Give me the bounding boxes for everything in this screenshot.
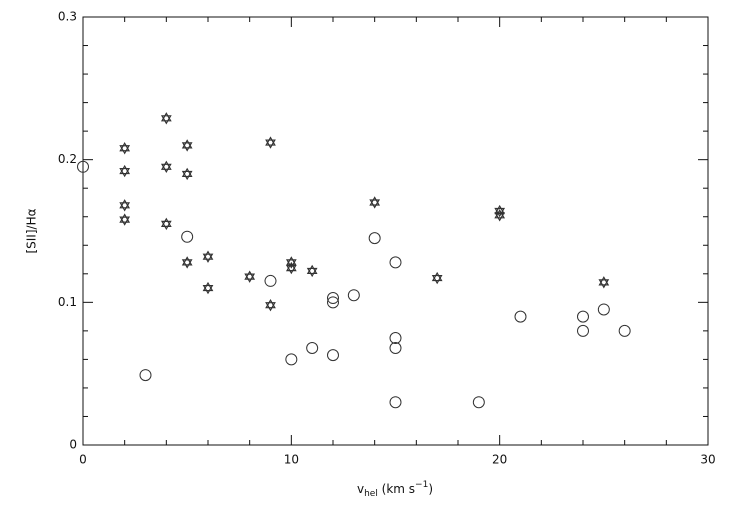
star-point	[181, 259, 193, 269]
circle-point	[264, 274, 277, 287]
star-point	[181, 142, 193, 152]
x-label-part: )	[428, 482, 433, 496]
circle-point	[577, 310, 589, 323]
star-point	[160, 220, 172, 231]
star-point	[160, 217, 172, 227]
y-tick-label: 0	[69, 438, 77, 452]
star-point	[494, 204, 506, 215]
star-point	[119, 202, 131, 212]
star-point	[285, 259, 297, 269]
circle-point	[472, 396, 485, 409]
star-point	[119, 145, 131, 155]
star-point	[265, 139, 276, 149]
star-point	[265, 298, 276, 309]
y-axis-label: [SII]/Hα	[25, 208, 39, 253]
star-point	[494, 212, 506, 222]
star-point	[119, 216, 131, 226]
circle-point	[181, 230, 194, 243]
star-point	[119, 167, 131, 178]
star-point	[119, 142, 131, 152]
circle-point	[618, 324, 631, 337]
plot-frame	[82, 16, 709, 446]
circle-point	[597, 303, 610, 316]
circle-point	[389, 341, 402, 354]
x-tick-label: 0	[79, 453, 87, 467]
star-point	[244, 273, 256, 283]
star-point	[119, 213, 131, 223]
x-label-sub: hel	[364, 489, 378, 499]
x-tick-label: 20	[492, 453, 507, 467]
x-label-sup: −1	[415, 480, 428, 490]
star-point	[202, 250, 214, 260]
star-point	[160, 112, 172, 122]
star-point	[181, 170, 193, 181]
circle-point	[139, 369, 152, 382]
star-point	[306, 267, 318, 278]
star-point	[160, 160, 172, 170]
star-point	[181, 167, 193, 178]
circle-point	[77, 160, 89, 173]
star-point	[431, 271, 443, 282]
star-point	[181, 256, 193, 266]
circle-point	[514, 310, 527, 323]
x-label-part: (km s	[378, 482, 415, 496]
star-point	[285, 256, 297, 266]
star-point	[160, 115, 172, 125]
circle-point	[368, 232, 381, 245]
star-point	[160, 163, 172, 174]
x-tick-label: 10	[284, 453, 299, 467]
star-point	[181, 139, 193, 149]
star-point	[202, 253, 214, 263]
x-tick-label: 30	[700, 453, 715, 467]
star-point	[431, 274, 443, 285]
y-tick-label: 0.1	[58, 295, 77, 309]
circle-point	[285, 353, 298, 366]
circle-point	[389, 332, 402, 344]
circle-point	[327, 349, 339, 362]
star-point	[598, 276, 610, 286]
star-point	[119, 164, 131, 175]
star-point	[244, 270, 256, 280]
star-point	[598, 279, 610, 289]
star-point	[494, 209, 506, 219]
y-tick-label: 0.2	[58, 152, 77, 166]
x-label-part: v	[357, 482, 364, 496]
y-tick-label: 0.3	[58, 10, 77, 24]
circle-point	[306, 341, 319, 354]
star-point	[265, 302, 276, 312]
star-point	[202, 281, 214, 292]
star-point	[202, 284, 214, 295]
star-point	[369, 199, 381, 209]
circle-point	[389, 396, 402, 409]
circle-point	[327, 296, 339, 309]
star-point	[285, 264, 297, 275]
circle-point	[577, 324, 589, 337]
star-point	[306, 264, 318, 275]
star-point	[265, 136, 276, 146]
star-point	[285, 261, 297, 272]
circle-point	[389, 256, 402, 269]
x-axis-label: vhel (km s−1)	[357, 480, 433, 499]
star-point	[119, 199, 131, 209]
star-point	[369, 196, 381, 206]
circle-point	[347, 289, 360, 302]
circle-point	[327, 292, 339, 305]
